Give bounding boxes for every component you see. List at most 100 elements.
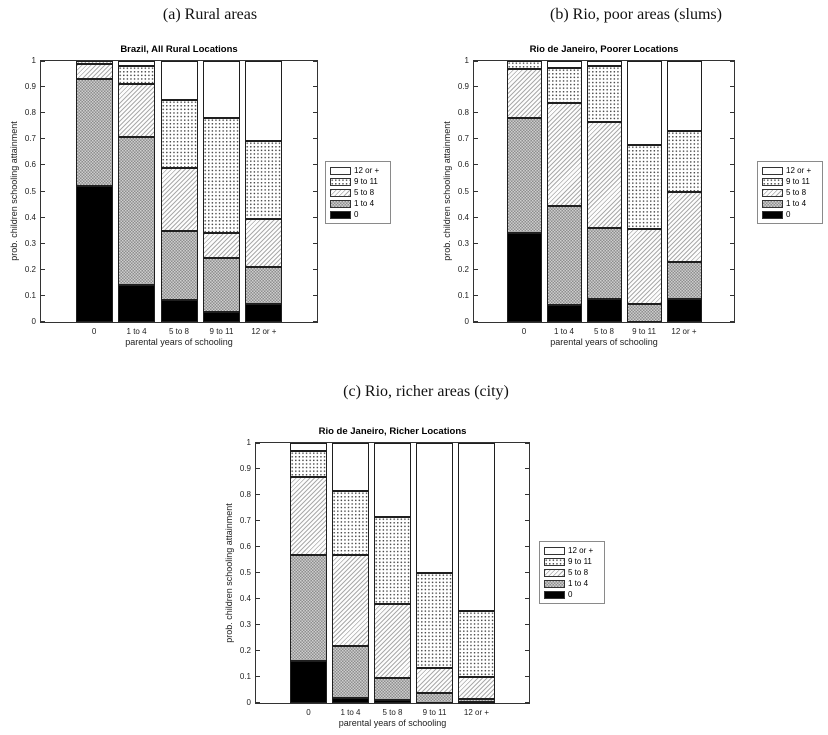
- y-axis-tick: [41, 164, 45, 166]
- subfigure-c-caption: (c) Rio, richer areas (city): [343, 383, 509, 400]
- bar-segment: [374, 700, 411, 703]
- legend-entry: 9 to 11: [762, 176, 818, 187]
- y-tick-label: 0.5: [24, 186, 36, 196]
- bar-segment: [245, 304, 282, 322]
- y-axis-tick: [525, 443, 529, 444]
- bar-segment: [203, 118, 240, 233]
- chart-c-x-axis-label: parental years of schooling: [338, 718, 447, 728]
- y-axis-tick: [41, 61, 45, 62]
- legend-label: 0: [568, 590, 573, 599]
- legend-entry: 1 to 4: [762, 198, 818, 209]
- y-tick-label: 0.7: [239, 516, 251, 525]
- bar-segment: [332, 646, 369, 698]
- bar-segment: [161, 168, 198, 231]
- bar-segment: [76, 61, 113, 64]
- y-axis-tick: [474, 321, 478, 322]
- y-axis-tick: [474, 294, 478, 296]
- x-tick-label: 5 to 8: [168, 327, 189, 336]
- y-tick-label: 0.1: [457, 290, 469, 300]
- legend-entry: 5 to 8: [762, 187, 818, 198]
- y-axis-tick: [256, 468, 260, 469]
- y-axis-tick: [730, 242, 734, 244]
- legend-swatch-light-diagonal: [544, 568, 565, 577]
- legend-entry: 5 to 8: [330, 187, 386, 198]
- bar-segment: [587, 299, 622, 322]
- y-axis-tick: [41, 242, 45, 244]
- x-tick-label: 1 to 4: [340, 708, 361, 717]
- subfigure-b: (b) Rio, poor areas (slums) Rio de Janei…: [414, 0, 828, 370]
- bar-segment: [587, 61, 622, 66]
- bar-segment: [627, 304, 662, 322]
- y-axis-tick: [474, 86, 478, 88]
- y-axis-tick: [730, 138, 734, 140]
- bar-segment: [547, 103, 582, 206]
- y-axis-tick: [474, 164, 478, 166]
- chart-b-legend: 12 or + 9 to 11 5 to 8 1 to 4 0: [757, 161, 823, 224]
- legend-label: 5 to 8: [786, 188, 807, 197]
- bar-segment: [627, 61, 662, 145]
- legend-swatch-light-diagonal: [330, 188, 351, 197]
- y-axis-tick: [525, 598, 529, 599]
- y-tick-label: 0.6: [24, 160, 36, 170]
- x-tick-label: 12 or +: [671, 327, 697, 336]
- x-tick-label: 0: [306, 708, 311, 717]
- y-tick-label: 0.4: [457, 212, 469, 222]
- y-tick-label: 0: [246, 698, 251, 707]
- y-tick-label: 0.7: [24, 134, 36, 144]
- legend-swatch-dotted-grid: [544, 557, 565, 566]
- bar-segment: [416, 573, 453, 668]
- bar-segment: [203, 258, 240, 312]
- bar-segment: [161, 100, 198, 168]
- bar-segment: [374, 604, 411, 678]
- y-axis-tick: [474, 61, 478, 62]
- legend-label: 9 to 11: [568, 557, 592, 566]
- bar-segment: [547, 61, 582, 68]
- legend-entry: 0: [544, 589, 600, 600]
- y-tick-label: 0.9: [239, 464, 251, 473]
- y-axis-tick: [41, 321, 45, 322]
- legend-swatch-light-diagonal: [762, 188, 783, 197]
- bar-segment: [118, 84, 155, 137]
- subfigure-b-caption: (b) Rio, poor areas (slums): [550, 6, 722, 23]
- legend-entry: 1 to 4: [330, 198, 386, 209]
- y-axis-tick: [41, 190, 45, 192]
- bar-segment: [416, 443, 453, 573]
- legend-entry: 0: [330, 209, 386, 220]
- chart-a-title: Brazil, All Rural Locations: [120, 44, 238, 55]
- y-axis-tick: [256, 702, 260, 703]
- legend-entry: 12 or +: [544, 545, 600, 556]
- chart-a-legend: 12 or + 9 to 11 5 to 8 1 to 4 0: [325, 161, 391, 224]
- y-axis-tick: [730, 86, 734, 88]
- y-axis-tick: [313, 61, 317, 62]
- y-axis-tick: [41, 138, 45, 140]
- legend-label: 5 to 8: [568, 568, 589, 577]
- y-tick-label: 0: [31, 317, 36, 326]
- y-tick-label: 1: [246, 438, 251, 447]
- x-tick-label: 5 to 8: [593, 327, 614, 336]
- legend-label: 12 or +: [354, 166, 380, 175]
- bar-segment: [507, 69, 542, 118]
- y-axis-tick: [313, 216, 317, 218]
- legend-label: 1 to 4: [786, 199, 807, 208]
- y-tick-label: 0.8: [457, 108, 469, 118]
- y-tick-label: 0.5: [239, 568, 251, 577]
- bar-segment: [667, 61, 702, 131]
- legend-swatch-gray-checker: [762, 199, 783, 208]
- y-tick-label: 0.3: [457, 238, 469, 248]
- y-axis-tick: [525, 650, 529, 651]
- y-axis-tick: [525, 546, 529, 547]
- y-axis-tick: [313, 242, 317, 244]
- y-tick-label: 0: [464, 317, 469, 326]
- y-axis-tick: [41, 268, 45, 270]
- bar-segment: [118, 285, 155, 322]
- bar-segment: [76, 64, 113, 79]
- y-axis-tick: [256, 443, 260, 444]
- bar-segment: [290, 661, 327, 703]
- legend-entry: 5 to 8: [544, 567, 600, 578]
- x-tick-label: 1 to 4: [126, 327, 147, 336]
- y-axis-tick: [256, 494, 260, 495]
- y-axis-tick: [474, 138, 478, 140]
- bar-segment: [458, 699, 495, 702]
- y-axis-tick: [256, 676, 260, 677]
- bar-segment: [587, 122, 622, 228]
